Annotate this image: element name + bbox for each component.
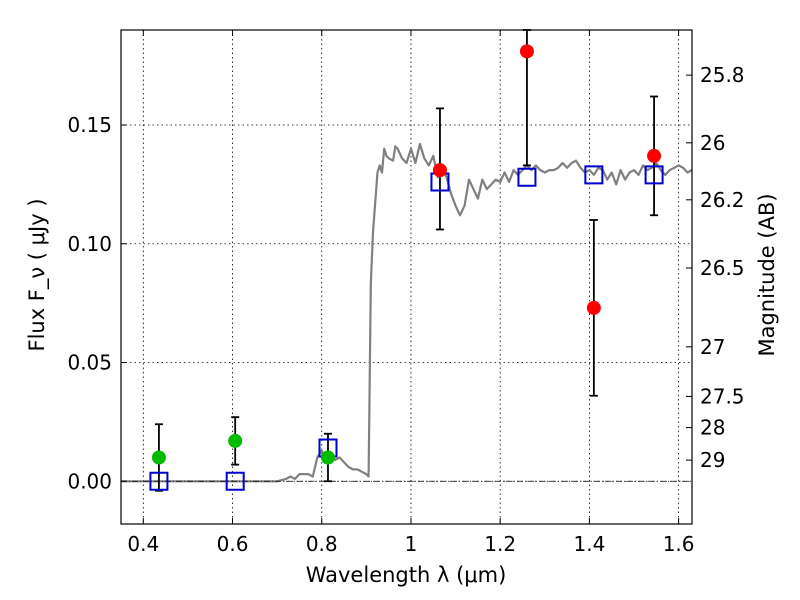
plot-frame xyxy=(120,29,693,525)
tick-labels-layer: 0.4 0.6 0.8 1 1.2 1.4 1.6 0.00 0.05 0.10 0.15 25.8 2… xyxy=(67,63,744,556)
photometry-points-layer xyxy=(151,44,662,465)
right-tick-label: 26 xyxy=(700,131,725,155)
right-tick-label: 29 xyxy=(700,448,725,472)
y-tick-label: 0.15 xyxy=(67,113,112,137)
right-tick-label: 26.2 xyxy=(700,188,745,212)
right-tick-label: 28 xyxy=(700,416,725,440)
dropout-point xyxy=(320,450,335,465)
x-axis-label: Wavelength λ (μm) xyxy=(306,563,507,587)
grid-lines xyxy=(121,30,692,524)
x-tick-label: 1 xyxy=(405,532,418,556)
model-spectrum-layer xyxy=(121,142,693,483)
model-band-square xyxy=(225,471,245,491)
detected-point xyxy=(519,44,534,59)
dropout-point xyxy=(228,433,243,448)
model-band-square xyxy=(644,165,664,185)
dropout-point xyxy=(151,450,166,465)
y-axis-label: Flux F_ν ( μJy ) xyxy=(25,198,50,351)
x-tick-label: 0.6 xyxy=(217,532,249,556)
detected-point xyxy=(647,148,662,163)
model-spectrum-line xyxy=(121,142,693,483)
x-tick-label: 1.6 xyxy=(663,532,695,556)
x-tick-label: 1.4 xyxy=(573,532,605,556)
y-tick-label: 0.00 xyxy=(67,469,112,493)
right-tick-label: 26.5 xyxy=(700,256,745,280)
y-tick-label: 0.05 xyxy=(67,351,112,375)
x-tick-label: 1.2 xyxy=(484,532,516,556)
ticks-layer xyxy=(121,30,692,524)
detected-point xyxy=(432,163,447,178)
right-axis-label: Magnitude (AB) xyxy=(755,193,779,356)
model-band-square xyxy=(517,167,537,187)
right-tick-label: 27 xyxy=(700,335,725,359)
errorbar-layer xyxy=(154,29,659,492)
detected-point xyxy=(586,300,601,315)
x-tick-label: 0.4 xyxy=(127,532,159,556)
model-band-square xyxy=(584,165,604,185)
x-tick-label: 0.8 xyxy=(306,532,338,556)
right-tick-label: 25.8 xyxy=(700,63,745,87)
model-band-square xyxy=(149,471,169,491)
model-band-layer xyxy=(149,165,664,491)
right-tick-label: 27.5 xyxy=(700,384,745,408)
y-tick-label: 0.10 xyxy=(67,232,112,256)
